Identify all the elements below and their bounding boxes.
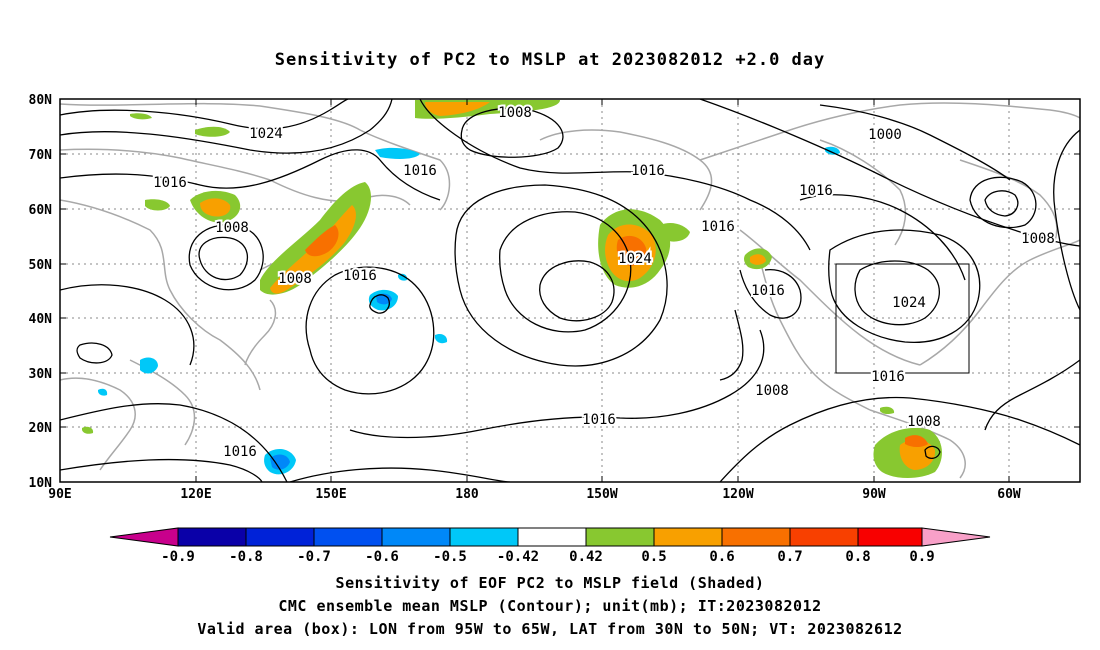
contour-label: 1000	[868, 127, 902, 143]
colorbar-swatch	[177, 527, 247, 547]
contour-label: 1008	[907, 414, 941, 430]
colorbar-label: 0.5	[641, 549, 666, 565]
contour-label: 1016	[153, 175, 187, 191]
contour-label: 1024	[892, 295, 926, 311]
lon-label: 90W	[862, 487, 886, 502]
colorbar-over-triangle	[921, 527, 991, 547]
colorbar-label: 0.7	[777, 549, 802, 565]
contour-label: 1016	[223, 444, 257, 460]
colorbar-swatch	[245, 527, 315, 547]
lon-label: 180	[455, 487, 479, 502]
colorbar-label: -0.5	[433, 549, 467, 565]
contour-label: 1008	[278, 271, 312, 287]
contour-label: 1024	[618, 251, 652, 267]
contour-label: 1016	[582, 412, 616, 428]
contour-label: 1008	[1021, 231, 1055, 247]
contour-label: 1016	[799, 183, 833, 199]
colorbar-label: -0.8	[229, 549, 263, 565]
colorbar-label: 0.42	[569, 549, 603, 565]
lon-label: 150E	[315, 487, 346, 502]
colorbar-swatch	[857, 527, 923, 547]
colorbar-under-triangle	[109, 527, 179, 547]
map-title: Sensitivity of PC2 to MSLP at 2023082012…	[274, 50, 826, 70]
colorbar-label: -0.9	[161, 549, 195, 565]
lat-label: 30N	[29, 367, 53, 382]
lon-label: 60W	[997, 487, 1021, 502]
lat-label: 20N	[29, 421, 53, 436]
map-frame	[59, 98, 1081, 483]
lat-label: 40N	[29, 312, 53, 327]
lon-label: 90E	[48, 487, 71, 502]
caption-shading: Sensitivity of EOF PC2 to MSLP field (Sh…	[335, 574, 765, 592]
contour-label: 1008	[498, 105, 532, 121]
colorbar-label: -0.6	[365, 549, 399, 565]
contour-label: 1008	[215, 220, 249, 236]
caption-valid-area: Valid area (box): LON from 95W to 65W, L…	[197, 620, 903, 638]
lat-label: 80N	[29, 93, 53, 108]
lon-label: 120E	[180, 487, 211, 502]
contour-label: 1016	[403, 163, 437, 179]
colorbar-swatch	[653, 527, 723, 547]
colorbar-swatch	[721, 527, 791, 547]
lat-label: 50N	[29, 258, 53, 273]
contour-label: 1016	[343, 268, 377, 284]
colorbar-swatch	[381, 527, 451, 547]
colorbar-label: 0.9	[909, 549, 934, 565]
colorbar-swatch	[449, 527, 519, 547]
mslp-contours	[60, 99, 1080, 482]
colorbar-label: -0.42	[497, 549, 539, 565]
colorbar-swatch	[517, 527, 587, 547]
colorbar-label: 0.8	[845, 549, 870, 565]
contour-label: 1016	[751, 283, 785, 299]
lon-label: 120W	[722, 487, 753, 502]
lat-label: 70N	[29, 148, 53, 163]
colorbar-label: -0.7	[297, 549, 331, 565]
caption-contour: CMC ensemble mean MSLP (Contour); unit(m…	[278, 597, 822, 615]
colorbar-label: 0.6	[709, 549, 734, 565]
colorbar-swatch	[585, 527, 655, 547]
colorbar-swatch	[789, 527, 859, 547]
lat-label: 10N	[29, 476, 53, 491]
contour-label: 1016	[701, 219, 735, 235]
contour-label: 1016	[871, 369, 905, 385]
lat-label: 60N	[29, 203, 53, 218]
sensitivity-shading	[82, 100, 942, 478]
contour-label: 1016	[631, 163, 665, 179]
colorbar	[109, 527, 991, 547]
contour-label: 1024	[249, 126, 283, 142]
lon-label: 150W	[586, 487, 617, 502]
colorbar-swatch	[313, 527, 383, 547]
valid-area-box	[835, 263, 970, 374]
contour-label: 1008	[755, 383, 789, 399]
